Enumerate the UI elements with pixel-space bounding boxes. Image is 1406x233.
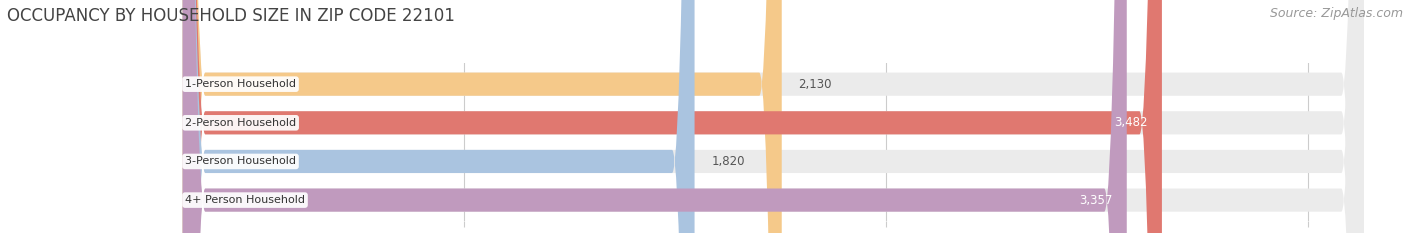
Text: 1,820: 1,820	[711, 155, 745, 168]
FancyBboxPatch shape	[183, 0, 1364, 233]
Text: 3,357: 3,357	[1080, 194, 1112, 207]
Text: OCCUPANCY BY HOUSEHOLD SIZE IN ZIP CODE 22101: OCCUPANCY BY HOUSEHOLD SIZE IN ZIP CODE …	[7, 7, 456, 25]
Text: Source: ZipAtlas.com: Source: ZipAtlas.com	[1270, 7, 1403, 20]
FancyBboxPatch shape	[183, 0, 1364, 233]
Text: 3,482: 3,482	[1115, 116, 1147, 129]
FancyBboxPatch shape	[183, 0, 1364, 233]
Text: 1-Person Household: 1-Person Household	[186, 79, 297, 89]
Text: 2-Person Household: 2-Person Household	[186, 118, 297, 128]
Text: 2,130: 2,130	[799, 78, 832, 91]
FancyBboxPatch shape	[183, 0, 1161, 233]
FancyBboxPatch shape	[183, 0, 1364, 233]
Text: 3-Person Household: 3-Person Household	[186, 156, 297, 166]
FancyBboxPatch shape	[183, 0, 1126, 233]
FancyBboxPatch shape	[183, 0, 695, 233]
FancyBboxPatch shape	[183, 0, 782, 233]
Text: 4+ Person Household: 4+ Person Household	[186, 195, 305, 205]
